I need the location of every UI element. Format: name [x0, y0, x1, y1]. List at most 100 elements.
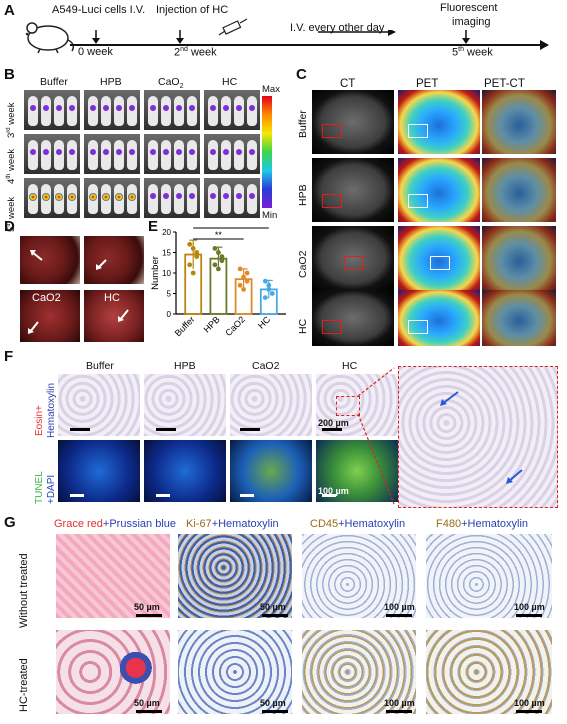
f-col-buffer: Buffer: [86, 360, 114, 372]
b-col-cao: CaO2: [158, 76, 184, 91]
d-label-buffer: Buffer: [30, 226, 60, 238]
scale-bar-tunel-buffer: [70, 494, 84, 497]
tunel-cao2: [230, 440, 312, 502]
mouse-figure: [174, 96, 184, 126]
signal-spot: [210, 105, 216, 111]
scale-bar-tunel-hpb: [156, 494, 170, 497]
d-label-cao2: CaO2: [32, 292, 61, 304]
mouse-figure: [208, 96, 218, 126]
ct-roi-box: [322, 194, 342, 208]
zoom-connector-lines: [357, 367, 395, 505]
f-col-hpb: HPB: [174, 360, 196, 372]
signal-spot: [236, 193, 242, 199]
y-tick-label: 10: [162, 269, 171, 278]
mouse-image-r2-c2: [84, 134, 140, 174]
signal-spot: [176, 105, 182, 111]
g-f480-hc: [426, 630, 552, 714]
panel-f-label: F: [4, 348, 14, 365]
signal-spot: [116, 149, 122, 155]
mouse-figure: [101, 184, 111, 214]
lung-photo-hpb: [84, 236, 144, 284]
signal-spot: [115, 193, 123, 201]
b-col-buffer: Buffer: [40, 76, 68, 88]
ct-roi-box: [322, 320, 342, 334]
data-point: [219, 254, 225, 259]
signal-spot: [223, 193, 229, 199]
x-tick-label: Buffer: [173, 314, 197, 338]
f-col-hc: HC: [342, 360, 358, 372]
g-scale-bar: [386, 710, 412, 713]
data-point: [187, 241, 193, 247]
mouse-figure: [174, 184, 184, 214]
mouse-figure: [54, 184, 64, 214]
c-col-ct: CT: [340, 78, 356, 90]
signal-spot: [249, 149, 255, 155]
f-row-tunel: TUNEL: [34, 471, 45, 504]
data-point: [237, 282, 243, 288]
signal-spot: [163, 105, 169, 111]
signal-spot: [176, 193, 182, 199]
pet-scan-row3: [398, 226, 480, 290]
signal-spot: [103, 105, 109, 111]
scale-bar-he-cao2: [240, 428, 260, 431]
ct-scan-row4: [312, 290, 394, 346]
signal-spot: [189, 149, 195, 155]
timeline-arrow: [70, 30, 549, 50]
signal-spot: [103, 149, 109, 155]
nodule-arrows: [28, 250, 129, 334]
g-prussian-hc: [56, 630, 170, 714]
data-point: [190, 246, 196, 251]
g-scale-bar: [262, 614, 288, 617]
mouse-figure: [161, 140, 171, 170]
g-col-f480: F480+Hematoxylin: [436, 518, 529, 530]
pet-ct-scan-row1: [482, 90, 556, 154]
ct-scan-row3: [312, 226, 394, 290]
signal-spot: [89, 193, 97, 201]
signal-spot: [236, 105, 242, 111]
g-scale-label: 50 µm: [260, 698, 286, 708]
data-point: [244, 278, 250, 284]
y-tick-label: 20: [162, 228, 171, 237]
signal-spot: [69, 105, 75, 111]
signal-spot: [163, 149, 169, 155]
mouse-figure: [247, 184, 257, 214]
injection-label: Injection of HC: [156, 4, 229, 16]
tunel-hpb: [144, 440, 226, 502]
f-row-he: Eosin+: [34, 405, 45, 436]
b-col-hpb: HPB: [100, 76, 122, 88]
g-col-prussian: Grace red+Prussian blue: [54, 518, 176, 530]
mouse-figure: [28, 96, 38, 126]
mouse-image-r1-c4: [204, 90, 260, 130]
g-scale-label: 50 µm: [260, 602, 286, 612]
mouse-figure: [88, 140, 98, 170]
g-scale-bar: [516, 614, 542, 617]
mouse-image-r3-c3: [144, 178, 200, 218]
mouse-figure: [208, 184, 218, 214]
d-label-hc: HC: [104, 292, 120, 304]
mouse-figure: [221, 96, 231, 126]
he-hc: [316, 374, 398, 436]
data-point: [262, 278, 268, 284]
ct-scan-row2: [312, 158, 394, 222]
lung-photo-cao2: [20, 290, 80, 342]
mouse-figure: [148, 96, 158, 126]
panel-d-label: D: [4, 218, 15, 235]
signal-spot: [223, 105, 229, 111]
he-cao2: [230, 374, 312, 436]
data-point: [194, 254, 200, 259]
tunel-hc: [316, 440, 398, 502]
pet-ct-scan-row4: [482, 290, 556, 346]
pet-roi-box: [408, 124, 428, 138]
x-tick-label: HPB: [202, 314, 222, 334]
he-zoom-panel: [398, 366, 558, 508]
mouse-figure: [148, 140, 158, 170]
scale-label-200: 200 µm: [318, 418, 349, 428]
f-row-he-2: Hematoxylin: [46, 382, 57, 438]
data-point: [241, 287, 246, 292]
mouse-image-r1-c2: [84, 90, 140, 130]
colorbar-min: Min: [262, 210, 278, 221]
data-point: [266, 282, 272, 288]
g-scale-label: 50 µm: [134, 698, 160, 708]
signal-spot: [30, 105, 36, 111]
mouse-figure: [161, 96, 171, 126]
